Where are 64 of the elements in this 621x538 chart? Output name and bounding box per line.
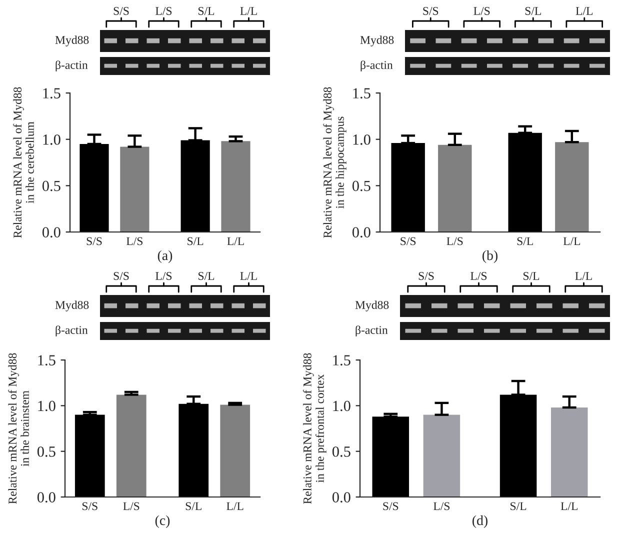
- x-tick-label: S/L: [188, 237, 204, 246]
- x-tick-label: L/S: [126, 237, 142, 246]
- x-tick-label: L/L: [563, 237, 580, 246]
- text: S/S: [418, 272, 434, 280]
- x-tick-label: S/L: [517, 237, 533, 246]
- y-axis-title: Relative mRNA level of Myd88 in the prefrontal cortex: [302, 353, 326, 504]
- y-tick-label: 1.5: [38, 355, 56, 366]
- x-tick-label: S/S: [383, 502, 398, 510]
- x-axis-title: (a): [158, 250, 172, 263]
- text: Myd88: [55, 36, 89, 46]
- y-tick-label: 0.5: [42, 180, 60, 192]
- x-tick-label: L/S: [123, 502, 140, 510]
- x-tick-label: S/L: [510, 502, 526, 510]
- x-tick-label: S/L: [186, 502, 202, 510]
- text: Myd88: [55, 300, 89, 312]
- text: L/L: [576, 7, 593, 15]
- y-tick-label: 1.5: [333, 355, 350, 366]
- y-tick-label: 1.0: [333, 400, 350, 412]
- text: β-actin: [356, 326, 388, 336]
- text: S/L: [198, 7, 214, 15]
- text: L/S: [156, 7, 172, 15]
- y-tick-label: 0.0: [332, 492, 350, 503]
- text: β-actin: [56, 326, 88, 336]
- x-tick-label: S/S: [86, 237, 102, 246]
- x-tick-label: L/L: [227, 237, 244, 246]
- text: S/L: [198, 272, 214, 280]
- y-tick-label: 0.0: [37, 492, 56, 503]
- text: L/S: [470, 272, 487, 280]
- x-tick-label: S/S: [400, 237, 416, 246]
- x-tick-label: S/S: [82, 502, 98, 510]
- text: L/L: [240, 272, 257, 280]
- text: L/S: [474, 7, 490, 15]
- y-tick-label: 0.5: [352, 180, 370, 192]
- text: S/S: [423, 7, 438, 15]
- y-axis-title: Relative mRNA level of Myd88 in the hippocampus: [323, 87, 346, 238]
- y-tick-label: 0.0: [352, 227, 370, 238]
- text: S/L: [524, 272, 540, 280]
- y-tick-label: 1.0: [43, 134, 60, 145]
- x-axis-title: (d): [472, 515, 488, 528]
- text: Myd88: [355, 300, 389, 312]
- y-tick-label: 1.0: [38, 400, 56, 412]
- x-tick-label: L/L: [560, 502, 578, 510]
- y-tick-label: 1.5: [353, 88, 370, 99]
- y-tick-label: 1.5: [43, 88, 60, 99]
- x-tick-label: L/L: [226, 502, 244, 510]
- x-axis-title: (b): [482, 250, 498, 263]
- x-tick-label: L/S: [446, 237, 463, 246]
- text: S/S: [114, 7, 129, 15]
- y-tick-label: 0.5: [332, 446, 350, 457]
- y-tick-label: 1.0: [353, 134, 370, 145]
- text: β-actin: [56, 60, 88, 72]
- text: L/L: [575, 272, 592, 280]
- x-tick-label: L/S: [434, 502, 450, 510]
- x-axis-title: (c): [155, 515, 170, 528]
- y-tick-label: 0.5: [37, 446, 56, 457]
- text: S/L: [525, 7, 541, 15]
- text: L/L: [240, 7, 257, 15]
- y-axis-title: Relative mRNA level of Myd88 in the cerebellum: [13, 87, 34, 238]
- text: Myd88: [360, 36, 394, 46]
- text: S/S: [114, 272, 129, 280]
- text: β-actin: [360, 60, 393, 72]
- text: L/S: [156, 272, 172, 280]
- y-axis-title: Relative mRNA level of Myd88 in the brainstem: [8, 353, 29, 504]
- y-tick-label: 0.0: [42, 227, 60, 238]
